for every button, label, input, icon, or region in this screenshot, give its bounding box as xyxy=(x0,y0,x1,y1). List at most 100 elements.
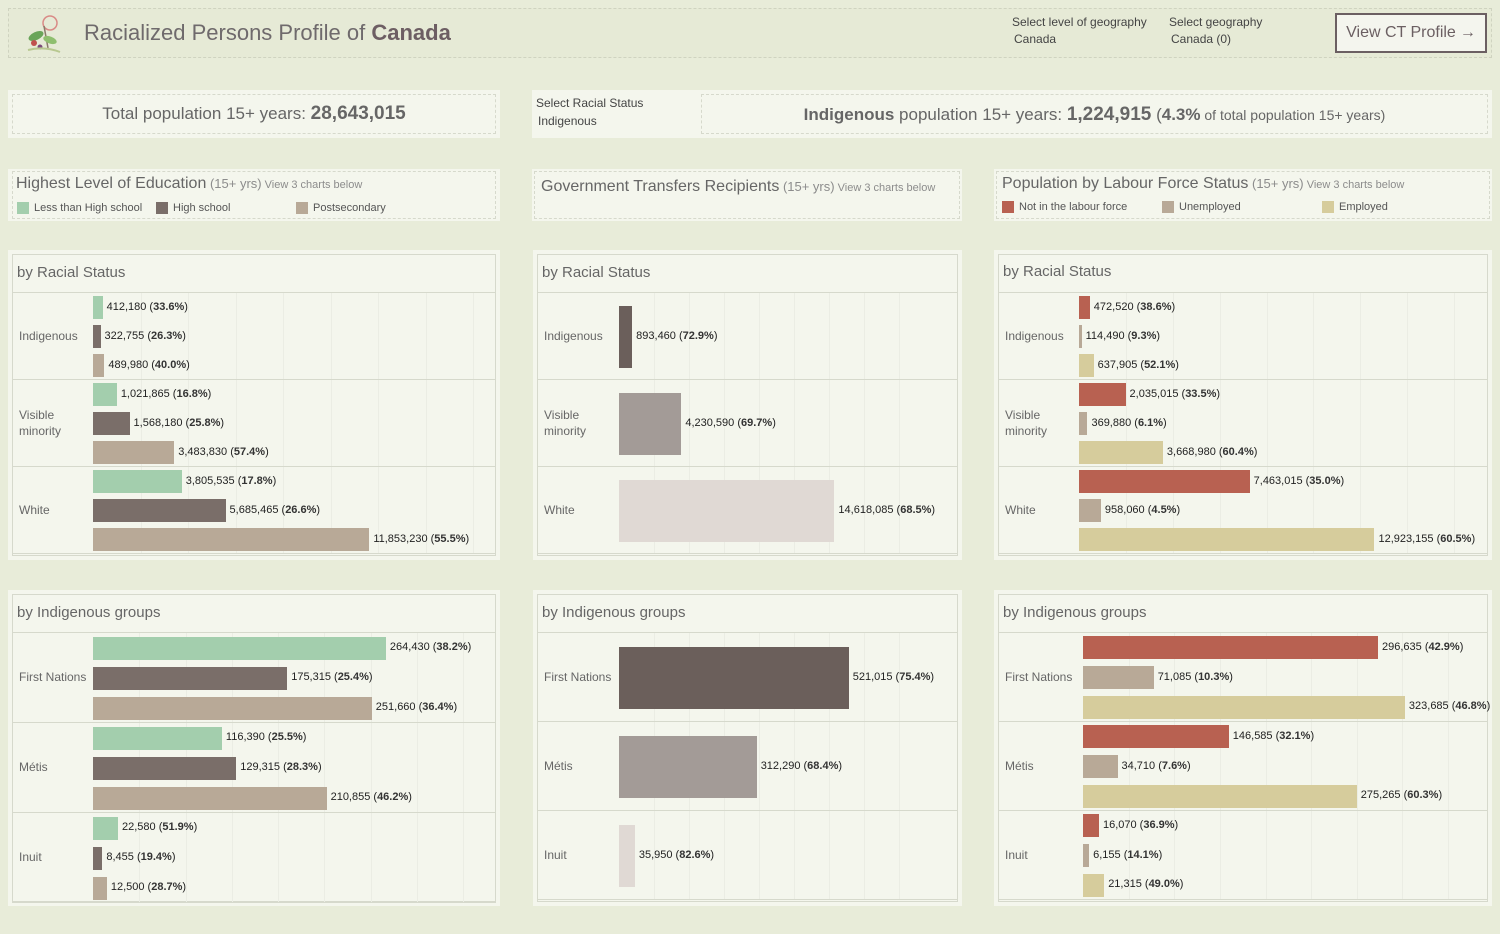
bar[interactable] xyxy=(1079,296,1090,319)
geo-select[interactable]: Canada (0) xyxy=(1171,32,1232,46)
bar[interactable] xyxy=(93,528,370,551)
bar[interactable] xyxy=(1083,814,1099,838)
bar[interactable] xyxy=(619,735,757,798)
view-ct-profile-button[interactable]: View CT Profile → xyxy=(1335,13,1487,53)
data-label: 7,463,015 (35.0%) xyxy=(1254,475,1345,487)
bar[interactable] xyxy=(1083,873,1105,897)
bar[interactable] xyxy=(619,305,633,368)
data-label-pct: 35.0% xyxy=(1309,474,1341,487)
bar[interactable] xyxy=(619,392,682,455)
data-label: 71,085 (10.3%) xyxy=(1158,671,1233,683)
data-label: 4,230,590 (69.7%) xyxy=(685,417,776,429)
bar[interactable] xyxy=(1079,470,1250,493)
row-separator xyxy=(12,292,496,293)
data-label-pct: 52.1% xyxy=(1144,358,1176,371)
data-label-close: ) xyxy=(1229,670,1233,683)
bar[interactable] xyxy=(93,296,103,319)
gridline xyxy=(829,292,830,553)
gridline xyxy=(899,292,900,553)
data-label-close: ) xyxy=(1156,329,1161,342)
data-label-close: ) xyxy=(368,671,373,683)
education-note: View 3 charts below xyxy=(261,179,363,191)
title-prefix: Racialized Persons Profile of xyxy=(84,20,372,45)
education-racial-chart: by Racial Status Indigenous 412,180 (33.6… xyxy=(8,250,500,560)
legend-not-in-labour-force[interactable]: Not in the labour force xyxy=(1002,201,1127,213)
legend-label: Unemployed xyxy=(1179,201,1241,213)
bar[interactable] xyxy=(93,696,372,720)
row-separator xyxy=(998,810,1488,811)
data-label-close: ) xyxy=(1176,503,1181,516)
data-label-value: 637,905 ( xyxy=(1097,358,1145,371)
bar[interactable] xyxy=(1083,636,1379,660)
geo-level-select[interactable]: Canada xyxy=(1014,32,1057,46)
bar[interactable] xyxy=(93,876,107,900)
bar[interactable] xyxy=(93,726,222,750)
bar[interactable] xyxy=(93,786,327,810)
data-label-close: ) xyxy=(1471,532,1476,545)
legend-high-school[interactable]: High school xyxy=(156,202,230,214)
bar[interactable] xyxy=(93,666,288,690)
bar[interactable] xyxy=(93,412,130,435)
bar[interactable] xyxy=(619,479,835,542)
bar[interactable] xyxy=(1083,844,1090,867)
bar[interactable] xyxy=(1079,412,1088,435)
logo-icon xyxy=(27,15,61,53)
category-label: Métis xyxy=(544,758,573,773)
row-separator xyxy=(998,553,1488,554)
bar[interactable] xyxy=(1079,383,1126,406)
data-label-pct: 33.6% xyxy=(153,300,185,313)
bar[interactable] xyxy=(619,824,635,887)
bar[interactable] xyxy=(1079,325,1082,348)
bar[interactable] xyxy=(1079,499,1101,522)
row-separator xyxy=(998,721,1488,722)
data-label-value: 12,923,155 ( xyxy=(1378,532,1441,545)
bar[interactable] xyxy=(93,636,386,660)
data-label: 146,585 (32.1%) xyxy=(1233,730,1314,742)
gridline xyxy=(188,292,189,553)
data-label: 129,315 (28.3%) xyxy=(240,761,321,773)
swatch-icon xyxy=(1162,201,1174,213)
bar[interactable] xyxy=(1083,725,1229,749)
data-label-close: ) xyxy=(182,329,186,342)
legend-employed[interactable]: Employed xyxy=(1322,201,1388,213)
gridline xyxy=(1402,632,1404,899)
legend-less-than-high-school[interactable]: Less than High school xyxy=(17,202,142,214)
data-label-pct: 14.1% xyxy=(1127,848,1159,861)
group-pct: 4.3% xyxy=(1161,105,1201,124)
swatch-icon xyxy=(156,202,168,214)
bar[interactable] xyxy=(93,816,118,840)
bar[interactable] xyxy=(93,499,226,522)
chart-title: by Indigenous groups xyxy=(1003,604,1147,621)
bar[interactable] xyxy=(93,383,117,406)
data-label-pct: 7.6% xyxy=(1161,759,1187,772)
bar[interactable] xyxy=(1083,755,1118,778)
bar[interactable] xyxy=(1083,666,1154,689)
bar[interactable] xyxy=(1083,695,1405,719)
bar[interactable] xyxy=(1079,354,1094,377)
data-label: 34,710 (7.6%) xyxy=(1122,760,1191,772)
bar[interactable] xyxy=(93,441,175,464)
bar[interactable] xyxy=(1079,441,1163,464)
bar[interactable] xyxy=(93,354,105,377)
data-label-pct: 17.8% xyxy=(241,474,273,487)
bar[interactable] xyxy=(1079,528,1375,551)
data-label-value: 21,315 ( xyxy=(1108,878,1149,891)
bar[interactable] xyxy=(93,756,237,780)
bar[interactable] xyxy=(93,846,103,870)
data-label: 489,980 (40.0%) xyxy=(108,359,189,371)
education-legend-panel: Highest Level of Education (15+ yrs) Vie… xyxy=(8,169,500,221)
gridline xyxy=(370,632,372,902)
data-label-pct: 69.7% xyxy=(741,416,773,429)
legend-unemployed[interactable]: Unemployed xyxy=(1162,201,1241,213)
labour-legend-panel: Population by Labour Force Status (15+ y… xyxy=(994,169,1492,221)
bar[interactable] xyxy=(93,325,101,348)
category-label: Indigenous xyxy=(19,328,78,343)
bar[interactable] xyxy=(619,646,849,709)
data-label-pct: 46.8% xyxy=(1455,700,1487,713)
racial-status-select[interactable]: Indigenous xyxy=(538,114,597,128)
data-label-close: ) xyxy=(265,445,269,458)
category-label: Métis xyxy=(19,760,48,774)
bar[interactable] xyxy=(93,470,182,493)
legend-postsecondary[interactable]: Postsecondary xyxy=(296,202,386,214)
bar[interactable] xyxy=(1083,784,1357,808)
